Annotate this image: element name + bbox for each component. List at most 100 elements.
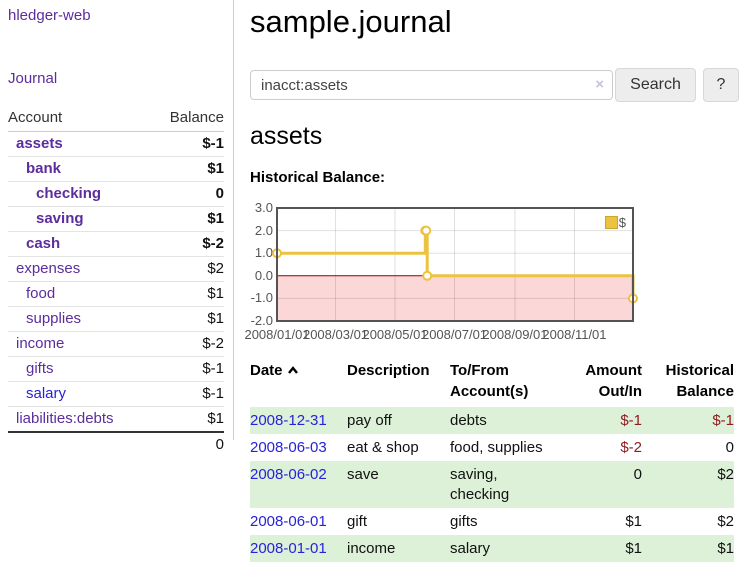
tofrom-column-header: To/From Account(s) — [450, 362, 529, 400]
x-axis-label: 2008/09/01 — [482, 327, 548, 342]
account-link[interactable]: supplies — [26, 310, 82, 327]
data-point-marker — [422, 270, 433, 281]
historical-balance-cell: $-1 — [642, 407, 734, 434]
account-link[interactable]: expenses — [16, 260, 81, 277]
sidebar-divider — [233, 0, 234, 440]
date-cell: 2008-01-01 — [250, 535, 347, 562]
date-column-header[interactable]: Date — [250, 360, 347, 407]
accounts-total-value: 0 — [150, 431, 224, 456]
page-title: sample.journal — [250, 4, 452, 39]
x-axis-label: 2008/05/01 — [362, 327, 428, 342]
y-axis-label: 3.0 — [254, 200, 273, 215]
historical-balance-cell: $1 — [642, 535, 734, 562]
description-cell: income — [347, 535, 450, 562]
account-link[interactable]: cash — [26, 235, 61, 252]
account-link[interactable]: saving — [36, 210, 84, 227]
tofrom-cell: food, supplies — [450, 439, 543, 456]
tofrom-cell: debts — [450, 407, 570, 434]
account-row: saving $1 — [8, 206, 224, 232]
historical-balance-column-header: Historical Balance — [665, 362, 734, 400]
account-balance: $1 — [150, 156, 224, 182]
search-button[interactable]: Search — [615, 68, 696, 102]
chart-title: Historical Balance: — [250, 169, 386, 186]
chart-legend: $ — [604, 215, 626, 230]
amount-column-header: Amount Out/In — [585, 362, 642, 400]
account-balance: $-2 — [150, 231, 224, 257]
y-axis-label: -2.0 — [250, 313, 273, 328]
x-axis-label: 2008/01/01 — [244, 327, 310, 342]
historical-balance-cell: $2 — [717, 513, 734, 530]
account-row: food $1 — [8, 281, 224, 307]
register-table: Date Description To/From Account(s) Amoun… — [250, 360, 734, 562]
account-balance: 0 — [150, 181, 224, 207]
transaction-date-link[interactable]: 2008-06-03 — [250, 439, 327, 456]
description-cell: gift — [347, 513, 368, 530]
plot-border — [276, 207, 634, 322]
account-balance: $-1 — [150, 381, 224, 407]
transaction-date-link[interactable]: 2008-06-01 — [250, 513, 327, 530]
tofrom-cell: saving, checking — [450, 461, 570, 508]
account-balance: $-2 — [150, 331, 224, 357]
transaction-date-link[interactable]: 2008-12-31 — [250, 412, 327, 429]
sort-ascending-icon — [287, 366, 298, 374]
historical-balance-chart: -2.0 -1.0 0.0 1.0 2.0 3.0 $ 2008/01/01 2008/03… — [244, 200, 642, 348]
table-row: 2008-12-31 pay off debts $-1 $-1 — [250, 407, 734, 434]
account-link[interactable]: gifts — [26, 360, 54, 377]
historical-balance-cell: $2 — [642, 461, 734, 508]
account-link[interactable]: assets — [16, 135, 63, 152]
account-column-header: Account — [8, 106, 151, 132]
account-link[interactable]: salary — [26, 385, 67, 402]
transaction-date-link[interactable]: 2008-01-01 — [250, 540, 327, 557]
account-balance: $1 — [150, 281, 224, 307]
x-axis-label: 2008/07/01 — [421, 327, 488, 342]
help-button[interactable]: ? — [703, 68, 739, 102]
description-cell: eat & shop — [347, 439, 419, 456]
accounts-total-row: 0 — [8, 431, 224, 456]
account-balance: $1 — [150, 206, 224, 232]
y-axis-label: 2.0 — [254, 222, 273, 238]
account-link[interactable]: liabilities:debts — [16, 410, 114, 427]
account-link[interactable]: food — [26, 285, 56, 302]
search-form: × Search ? — [250, 68, 742, 104]
description-cell: pay off — [347, 407, 450, 434]
account-row: gifts $-1 — [8, 356, 224, 382]
table-row: 2008-06-03 eat & shop food, supplies $-2 0 — [250, 434, 734, 461]
accounts-table: Account Balance assets $-1 bank $1 checking 0… — [8, 106, 224, 456]
account-row: salary $-1 — [8, 381, 224, 407]
account-balance: $1 — [150, 306, 224, 332]
account-link[interactable]: checking — [36, 185, 102, 202]
brand-link[interactable]: hledger-web — [8, 7, 91, 24]
search-input-wrap: × — [250, 70, 613, 100]
account-row: supplies $1 — [8, 306, 224, 332]
description-column-header: Description — [347, 362, 430, 379]
account-row: checking 0 — [8, 181, 224, 207]
transaction-date-link[interactable]: 2008-06-02 — [250, 466, 327, 483]
account-row: bank $1 — [8, 156, 224, 182]
legend-label: $ — [618, 215, 626, 230]
account-balance: $2 — [150, 256, 224, 282]
historical-balance-cell: 0 — [725, 439, 734, 456]
search-input[interactable] — [250, 70, 613, 100]
y-axis-label: 1.0 — [254, 245, 273, 261]
sidebar-item-journal[interactable]: Journal — [8, 70, 58, 87]
amount-cell: $-2 — [620, 439, 642, 456]
account-row: expenses $2 — [8, 256, 224, 282]
date-cell: 2008-06-02 — [250, 461, 347, 508]
account-link[interactable]: income — [16, 335, 65, 352]
account-row: income $-2 — [8, 331, 224, 357]
tofrom-cell: salary — [450, 535, 570, 562]
account-link[interactable]: bank — [26, 160, 62, 177]
clear-search-icon[interactable]: × — [595, 76, 604, 93]
account-row: assets $-1 — [8, 131, 224, 157]
sidebar: hledger-web Journal Account Balance asse… — [0, 0, 233, 582]
table-row: 2008-06-02 save saving, checking 0 $2 — [250, 461, 734, 508]
account-heading: assets — [250, 122, 323, 150]
amount-cell: 0 — [570, 461, 642, 508]
account-row: liabilities:debts $1 — [8, 407, 224, 433]
main-content: sample.journal × Search ? assets Histori… — [244, 0, 742, 582]
date-cell: 2008-06-01 — [250, 508, 347, 535]
account-balance: $1 — [207, 410, 224, 427]
account-row: cash $-2 — [8, 231, 224, 257]
y-axis-label: 0.0 — [254, 267, 273, 283]
